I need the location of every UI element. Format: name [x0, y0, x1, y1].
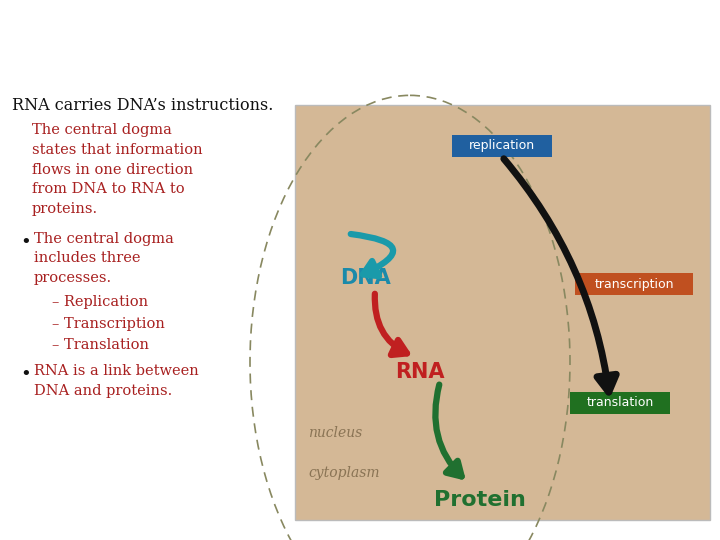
- Text: 8.4 Transcription: 8.4 Transcription: [13, 25, 278, 53]
- Text: RNA is a link between: RNA is a link between: [34, 364, 199, 378]
- Bar: [295, 105, 710, 520]
- Text: The central dogma: The central dogma: [34, 232, 174, 246]
- Text: – Transcription: – Transcription: [52, 316, 165, 330]
- Text: flows in one direction: flows in one direction: [32, 163, 193, 177]
- Bar: [575, 273, 693, 295]
- Text: proteins.: proteins.: [32, 202, 98, 216]
- Text: states that information: states that information: [32, 143, 202, 157]
- Text: •: •: [20, 366, 31, 384]
- Text: The central dogma: The central dogma: [32, 123, 172, 137]
- FancyArrowPatch shape: [375, 294, 407, 355]
- Text: DNA: DNA: [340, 268, 390, 288]
- Bar: [452, 135, 552, 157]
- Text: •: •: [20, 234, 31, 252]
- Text: RNA carries DNA’s instructions.: RNA carries DNA’s instructions.: [12, 97, 274, 114]
- Text: DNA and proteins.: DNA and proteins.: [34, 384, 172, 398]
- Text: – Translation: – Translation: [52, 339, 149, 353]
- FancyArrowPatch shape: [351, 234, 393, 276]
- Text: processes.: processes.: [34, 271, 112, 285]
- Text: – Replication: – Replication: [52, 295, 148, 309]
- Text: Protein: Protein: [434, 490, 526, 510]
- Text: replication: replication: [469, 139, 535, 152]
- Text: transcription: transcription: [594, 278, 674, 291]
- Text: RNA: RNA: [395, 362, 445, 382]
- Bar: [570, 392, 670, 414]
- Text: includes three: includes three: [34, 252, 140, 266]
- FancyArrowPatch shape: [436, 384, 462, 476]
- FancyArrowPatch shape: [504, 159, 616, 392]
- Text: cytoplasm: cytoplasm: [308, 466, 379, 480]
- Text: from DNA to RNA to: from DNA to RNA to: [32, 183, 184, 197]
- Text: nucleus: nucleus: [308, 427, 362, 441]
- Text: translation: translation: [586, 396, 654, 409]
